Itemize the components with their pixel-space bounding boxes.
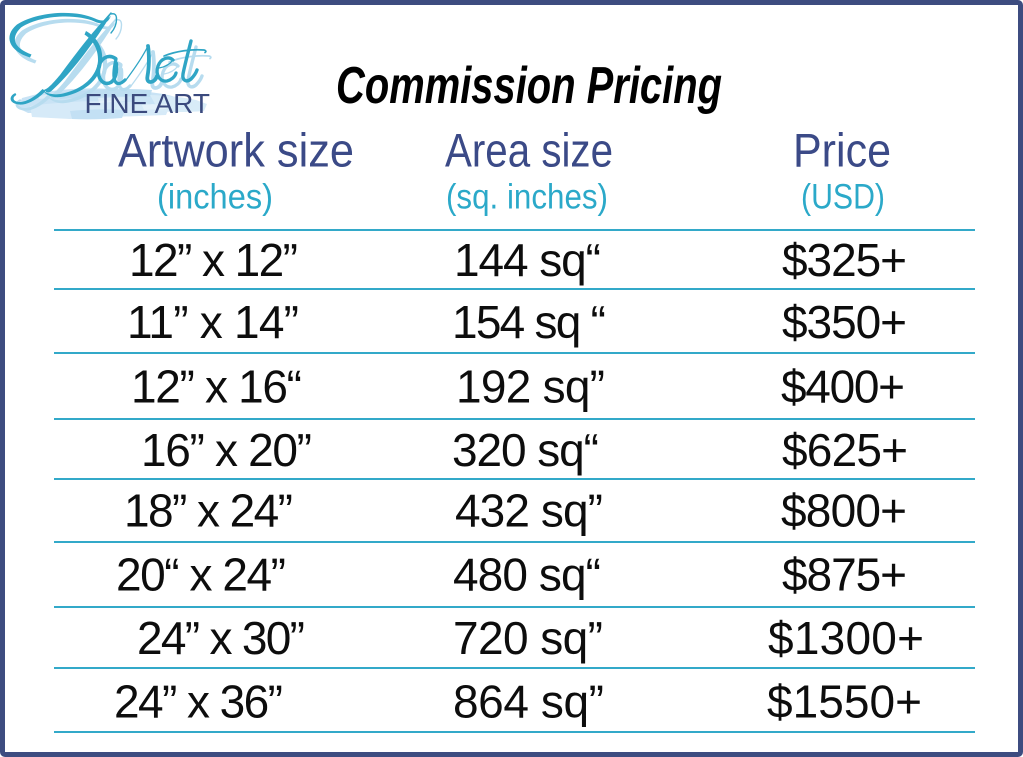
svg-text:16” x 20”: 16” x 20” bbox=[141, 424, 312, 476]
svg-text:864 sq”: 864 sq” bbox=[453, 676, 604, 728]
svg-text:Price: Price bbox=[793, 124, 891, 177]
svg-text:720 sq”: 720 sq” bbox=[453, 612, 603, 664]
svg-text:24” x 36”: 24” x 36” bbox=[114, 676, 283, 728]
svg-text:432 sq”: 432 sq” bbox=[455, 485, 603, 537]
svg-text:(sq. inches): (sq. inches) bbox=[446, 178, 608, 217]
svg-text:480 sq“: 480 sq“ bbox=[453, 549, 601, 601]
svg-text:(inches): (inches) bbox=[157, 178, 273, 217]
svg-text:$350+: $350+ bbox=[782, 296, 907, 348]
svg-text:12” x 16“: 12” x 16“ bbox=[131, 361, 302, 413]
svg-text:$1550+: $1550+ bbox=[767, 676, 922, 728]
svg-text:$1300+: $1300+ bbox=[768, 612, 924, 664]
svg-text:24” x 30”: 24” x 30” bbox=[137, 612, 305, 664]
svg-text:$875+: $875+ bbox=[782, 549, 907, 601]
svg-text:Area size: Area size bbox=[445, 124, 613, 177]
svg-text:154 sq “: 154 sq “ bbox=[452, 296, 606, 348]
svg-text:320 sq“: 320 sq“ bbox=[452, 424, 599, 476]
svg-text:$625+: $625+ bbox=[782, 424, 908, 476]
svg-text:Artwork size: Artwork size bbox=[118, 124, 354, 177]
svg-text:FINE ART: FINE ART bbox=[85, 88, 211, 119]
svg-text:$325+: $325+ bbox=[782, 234, 907, 286]
svg-text:12” x 12”: 12” x 12” bbox=[129, 234, 298, 286]
svg-text:144 sq“: 144 sq“ bbox=[454, 234, 601, 286]
svg-text:Commission Pricing: Commission Pricing bbox=[336, 57, 722, 115]
svg-text:$400+: $400+ bbox=[781, 361, 905, 413]
svg-text:192 sq”: 192 sq” bbox=[456, 361, 605, 413]
svg-text:11” x 14”: 11” x 14” bbox=[127, 296, 299, 348]
svg-text:(USD): (USD) bbox=[801, 178, 885, 217]
svg-text:20“ x 24”: 20“ x 24” bbox=[116, 549, 286, 601]
svg-text:18” x 24”: 18” x 24” bbox=[124, 485, 293, 537]
svg-text:$800+: $800+ bbox=[781, 485, 907, 537]
